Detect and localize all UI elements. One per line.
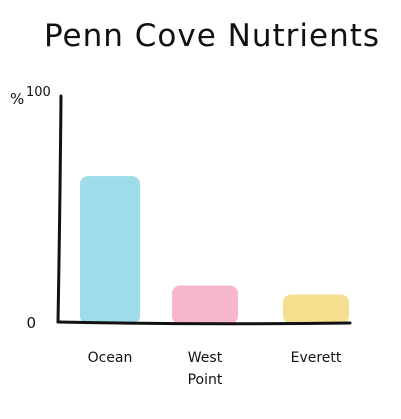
bars — [80, 176, 349, 324]
category-label: Everett — [291, 350, 342, 366]
y-tick-label: 0 — [26, 314, 36, 332]
y-tick-labels: 0 100 — [26, 85, 51, 332]
category-label: West Point — [188, 350, 223, 388]
chart-title: Penn Cove Nutrients — [44, 18, 380, 54]
y-axis-label: % — [10, 90, 24, 108]
y-tick-label: 100 — [26, 85, 51, 100]
x-axis — [56, 320, 352, 326]
category-labels: Ocean West Point Everett — [88, 350, 342, 388]
bar — [80, 176, 140, 324]
y-axis — [56, 94, 63, 324]
bar — [283, 294, 349, 324]
bar — [172, 285, 238, 324]
category-label: Ocean — [88, 350, 133, 366]
